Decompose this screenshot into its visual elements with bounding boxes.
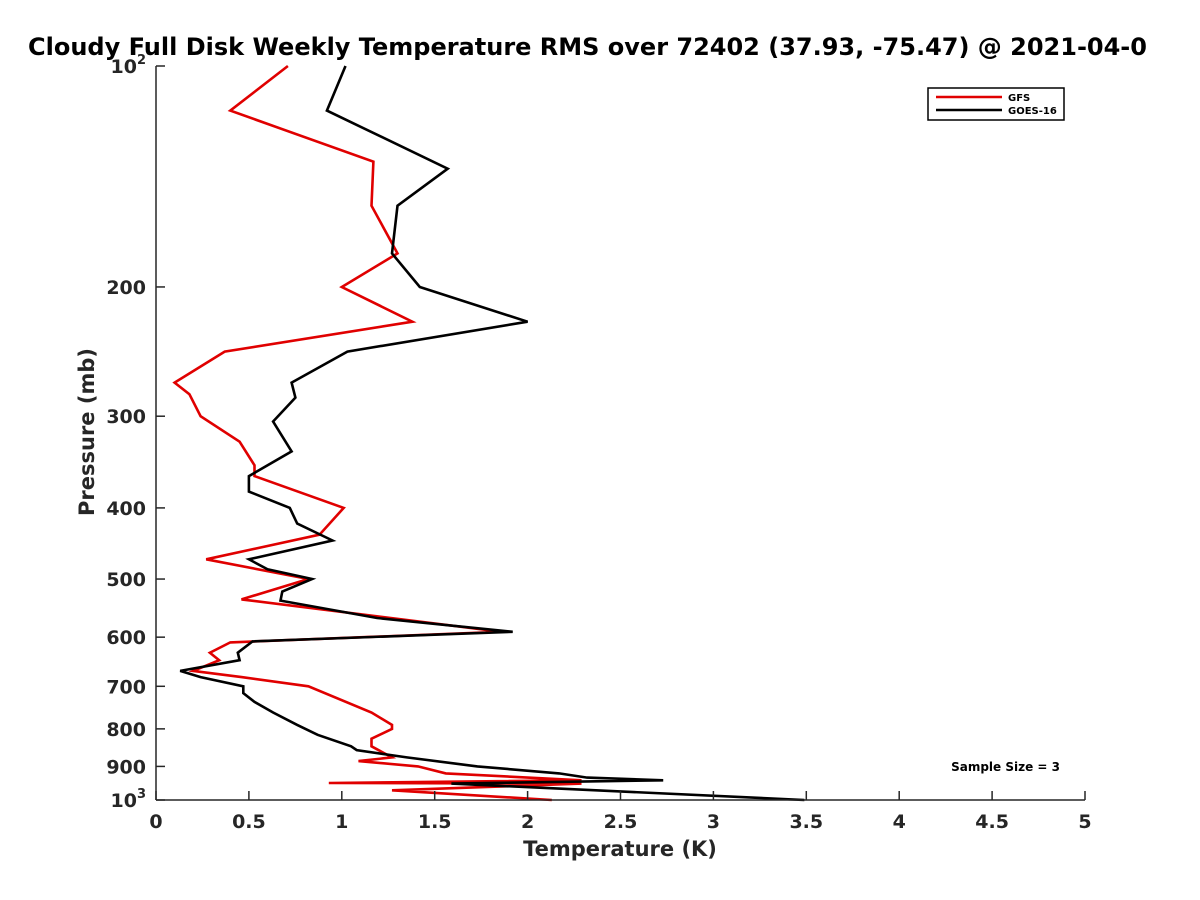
series-line-goes16 [179, 65, 805, 802]
y-tick-label: 700 [106, 676, 146, 698]
x-tick-label: 0.5 [232, 811, 266, 833]
legend-entry: GFS [1008, 93, 1030, 104]
x-tick-label: 3.5 [789, 811, 823, 833]
legend-entry: GOES-16 [1008, 106, 1057, 117]
x-axis-label: Temperature (K) [523, 837, 717, 861]
y-axis-label: Pressure (mb) [75, 348, 99, 516]
sample-size-annotation: Sample Size = 3 [951, 760, 1060, 774]
legend-box [927, 87, 1065, 121]
y-tick-label: 200 [106, 277, 146, 299]
x-tick-label: 2 [521, 811, 534, 833]
axes-layer: 0 0.5 1 1.5 2 2.5 3 3.5 4 4.5 5 102 200 300 400 500 600 7… [106, 53, 1091, 833]
x-tick-label: 0 [149, 811, 162, 833]
x-tick-label: 3 [707, 811, 720, 833]
y-tick-label: 600 [106, 627, 146, 649]
chart-legend: GFS GOES-16 [927, 87, 1065, 121]
series-layer [172, 64, 805, 802]
chart-title: Cloudy Full Disk Weekly Temperature RMS … [28, 33, 1147, 61]
x-tick-label: 4.5 [975, 811, 1009, 833]
y-tick-label: 800 [106, 719, 146, 741]
y-tick-label: 300 [106, 406, 146, 428]
y-tick-label: 103 [111, 787, 147, 812]
x-tick-label: 1 [335, 811, 348, 833]
x-tick-label: 4 [893, 811, 906, 833]
y-tick-label: 400 [106, 498, 146, 520]
x-tick-label: 1.5 [418, 811, 452, 833]
x-tick-label: 5 [1078, 811, 1091, 833]
x-tick-label: 2.5 [604, 811, 638, 833]
y-tick-label: 102 [111, 53, 147, 78]
y-tick-label: 500 [106, 569, 146, 591]
y-tick-label: 900 [106, 756, 146, 778]
